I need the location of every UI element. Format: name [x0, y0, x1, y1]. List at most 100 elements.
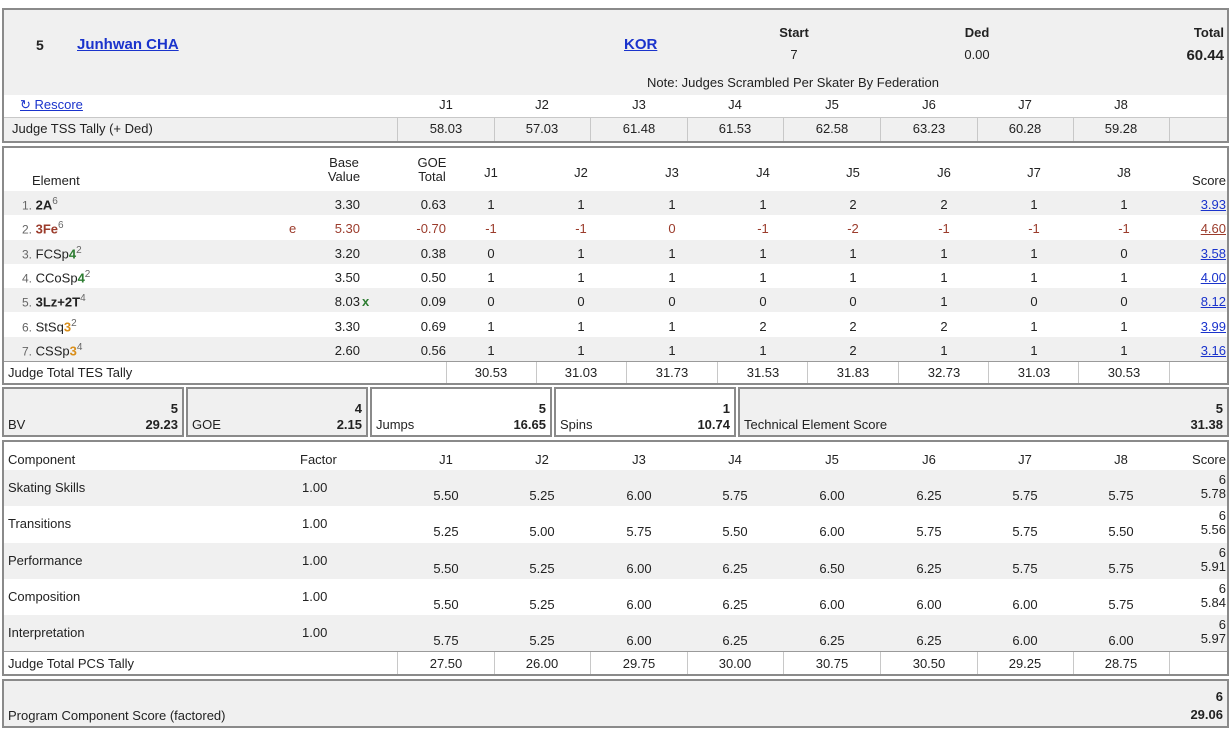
judge-header-6: J6 [922, 97, 936, 112]
pcs-total-value: 29.06 [1190, 707, 1223, 722]
element-score-link[interactable]: 3.93 [1200, 197, 1226, 212]
judge-goe: 1 [668, 245, 676, 261]
element-sup: 4 [76, 341, 83, 353]
pcs-tally-value: 30.50 [912, 656, 946, 671]
pcs-judge-header-4: J4 [728, 452, 742, 467]
goe-total: 0.38 [420, 245, 446, 261]
component-score: 5.78 [1200, 486, 1226, 501]
tes-label: Technical Element Score [744, 417, 888, 432]
element-judge-header-1: J1 [484, 165, 498, 180]
judge-goe: 2 [849, 342, 857, 358]
component-judge-score: 6.00 [626, 488, 652, 503]
component-header: Component [8, 452, 76, 467]
judge-goe: -1 [485, 221, 497, 237]
element-row: 3. FCSp42 3.20 0.38 0 1 1 1 1 1 1 0 3.58 [4, 240, 1227, 264]
bv-label: BV [8, 417, 26, 432]
nation-link[interactable]: KOR [624, 36, 658, 53]
component-judge-score: 6.00 [626, 633, 652, 649]
component-name: Transitions [8, 516, 72, 532]
skater-name-link[interactable]: Junhwan CHA [77, 36, 179, 53]
pcs-judge-header-3: J3 [632, 452, 646, 467]
component-judge-score: 5.75 [722, 488, 748, 503]
ded-value: 0.00 [964, 47, 990, 62]
pcs-tally-value: 26.00 [525, 656, 559, 671]
element-sup: 2 [84, 268, 91, 280]
judge-goe: 1 [759, 197, 767, 212]
judge-goe: 1 [487, 269, 495, 285]
component-judge-score: 5.50 [433, 596, 459, 612]
component-factor: 1.00 [302, 625, 328, 641]
judge-goe: 0 [577, 294, 585, 310]
spins-rank: 1 [722, 401, 730, 416]
element-code: 2A [35, 197, 53, 213]
component-judge-score: 6.25 [916, 560, 942, 576]
component-judge-score: 5.75 [1012, 524, 1038, 540]
base-value: 3.20 [334, 245, 360, 261]
ded-label: Ded [964, 25, 990, 40]
element-score-link[interactable]: 3.99 [1200, 318, 1226, 334]
factor-header: Factor [300, 452, 337, 467]
component-factor: 1.00 [302, 516, 328, 532]
element-score-link[interactable]: 3.16 [1200, 342, 1226, 358]
start-label: Start [779, 25, 809, 40]
goe-total: 0.50 [420, 269, 446, 285]
element-level: 3 [63, 318, 72, 334]
judge-goe: 1 [940, 245, 948, 261]
elements-panel: Base Value GOE Total Element Score J1 J2 J3 J… [2, 146, 1229, 385]
judge-goe: 0 [668, 221, 676, 237]
tss-tally-value: 61.48 [622, 121, 656, 136]
goe-total: 0.63 [420, 197, 446, 212]
element-score-link[interactable]: 3.58 [1200, 245, 1226, 261]
pcs-judge-header-7: J7 [1018, 452, 1032, 467]
goe-box: 4 GOE 2.15 [186, 387, 368, 437]
element-sup: 2 [76, 244, 82, 256]
element-score-link[interactable]: 4.00 [1200, 269, 1226, 285]
element-number: 4. [22, 271, 33, 286]
spins-box: 1 Spins 10.74 [554, 387, 736, 437]
goe-total: -0.70 [416, 221, 446, 237]
element-sup: 6 [58, 220, 64, 232]
goe-total: 0.56 [420, 342, 446, 358]
bonus-mark: x [362, 294, 370, 310]
element-code: 3Fe [35, 221, 59, 237]
judge-goe: 1 [1030, 269, 1038, 285]
judge-goe: 1 [577, 269, 585, 285]
component-row: Transitions 1.00 5.25 5.00 5.75 5.50 6.00 5.75 5… [4, 506, 1227, 542]
component-rank: 6 [1218, 617, 1226, 633]
component-factor: 1.00 [302, 588, 328, 604]
element-score-link[interactable]: 4.60 [1200, 221, 1226, 237]
element-judge-header-3: J3 [665, 165, 679, 180]
judge-goe: -1 [1028, 221, 1040, 237]
element-score-link[interactable]: 8.12 [1200, 294, 1226, 310]
component-judge-score: 6.25 [722, 633, 748, 649]
judge-goe: 1 [577, 318, 585, 334]
rescore-link[interactable]: ↻ Rescore [20, 97, 83, 112]
tes-box: 5 Technical Element Score 31.38 [738, 387, 1229, 437]
tss-tally-value: 63.23 [912, 121, 946, 136]
element-judge-header-8: J8 [1117, 165, 1131, 180]
tss-tally-value: 61.53 [718, 121, 752, 136]
component-judge-score: 6.25 [722, 596, 748, 612]
component-judge-score: 6.00 [819, 488, 845, 503]
judge-goe: 0 [1120, 294, 1128, 310]
judge-goe: 1 [577, 197, 585, 212]
element-sup: 2 [71, 317, 77, 329]
component-judge-score: 6.25 [722, 560, 748, 576]
pcs-total-rank: 6 [1215, 689, 1223, 704]
element-code: StSq [35, 318, 64, 334]
judge-goe: 1 [759, 269, 767, 285]
tes-tally-value: 30.53 [474, 365, 508, 380]
component-judge-score: 5.25 [529, 488, 555, 503]
component-judge-score: 5.75 [1108, 596, 1134, 612]
element-code: CCoSp [35, 270, 78, 286]
component-judge-score: 6.00 [1108, 633, 1134, 649]
element-sup: 4 [80, 293, 86, 305]
element-header: Element [32, 173, 80, 188]
pcs-total-label: Program Component Score (factored) [8, 708, 226, 723]
component-judge-score: 6.00 [819, 596, 845, 612]
component-factor: 1.00 [302, 480, 328, 495]
base-value: 3.50 [334, 269, 360, 285]
jumps-rank: 5 [538, 401, 546, 416]
judge-goe: 2 [940, 197, 948, 212]
component-name: Composition [8, 588, 81, 604]
